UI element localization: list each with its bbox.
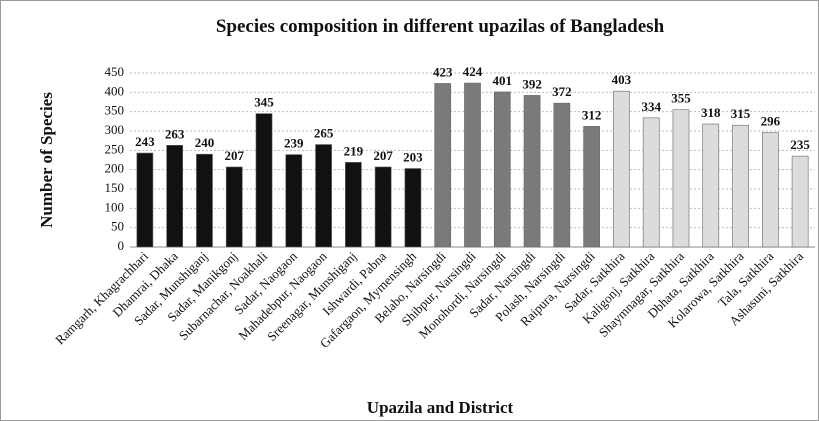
bar	[523, 95, 541, 248]
value-label: 424	[463, 64, 483, 79]
y-axis-title: Number of Species	[37, 92, 56, 228]
bar	[761, 132, 779, 248]
value-label: 423	[433, 64, 453, 79]
bar	[583, 126, 600, 248]
bar	[791, 155, 809, 248]
bar	[702, 123, 720, 248]
chart-title: Species composition in different upazila…	[216, 16, 665, 37]
bar	[285, 154, 303, 248]
bar	[642, 117, 660, 248]
bar	[404, 168, 422, 248]
value-label: 235	[790, 137, 810, 152]
y-tick-label: 250	[105, 141, 125, 156]
value-label: 312	[582, 107, 602, 122]
bar	[255, 113, 273, 248]
x-axis-title: Upazila and District	[367, 398, 514, 417]
value-label: 203	[403, 150, 423, 165]
bar	[315, 144, 332, 248]
value-label: 296	[761, 114, 781, 129]
y-tick-label: 0	[118, 238, 125, 253]
bar	[374, 166, 392, 248]
value-label: 372	[552, 84, 572, 99]
value-label: 207	[224, 148, 244, 163]
bar	[225, 166, 243, 248]
bar	[136, 152, 154, 248]
y-tick-label: 400	[105, 83, 125, 98]
y-tick-label: 50	[111, 219, 124, 234]
value-label: 240	[195, 135, 215, 150]
bar	[672, 109, 690, 248]
value-label: 401	[493, 73, 513, 88]
value-label: 355	[671, 91, 691, 106]
bar	[493, 91, 511, 248]
y-tick-label: 100	[105, 199, 125, 214]
bar	[345, 162, 362, 248]
value-label: 345	[254, 95, 274, 110]
value-label: 403	[612, 72, 632, 87]
y-tick-label: 150	[105, 180, 125, 195]
value-label: 318	[701, 105, 721, 120]
bar	[553, 102, 571, 248]
bar	[434, 83, 452, 248]
value-label: 263	[165, 126, 185, 141]
y-tick-label: 200	[105, 161, 125, 176]
bar	[613, 90, 630, 248]
y-tick-label: 350	[105, 103, 125, 118]
value-label: 334	[641, 99, 661, 114]
bar	[166, 145, 184, 248]
bar	[464, 82, 481, 248]
bar	[196, 153, 213, 248]
value-label: 315	[731, 106, 751, 121]
value-label: 265	[314, 126, 334, 141]
y-tick-label: 300	[105, 122, 125, 137]
value-label: 392	[522, 76, 542, 91]
value-label: 207	[373, 148, 393, 163]
y-tick-label: 450	[105, 64, 125, 79]
bar	[732, 124, 749, 248]
value-label: 219	[344, 143, 364, 158]
value-label: 243	[135, 134, 155, 149]
value-label: 239	[284, 136, 304, 151]
